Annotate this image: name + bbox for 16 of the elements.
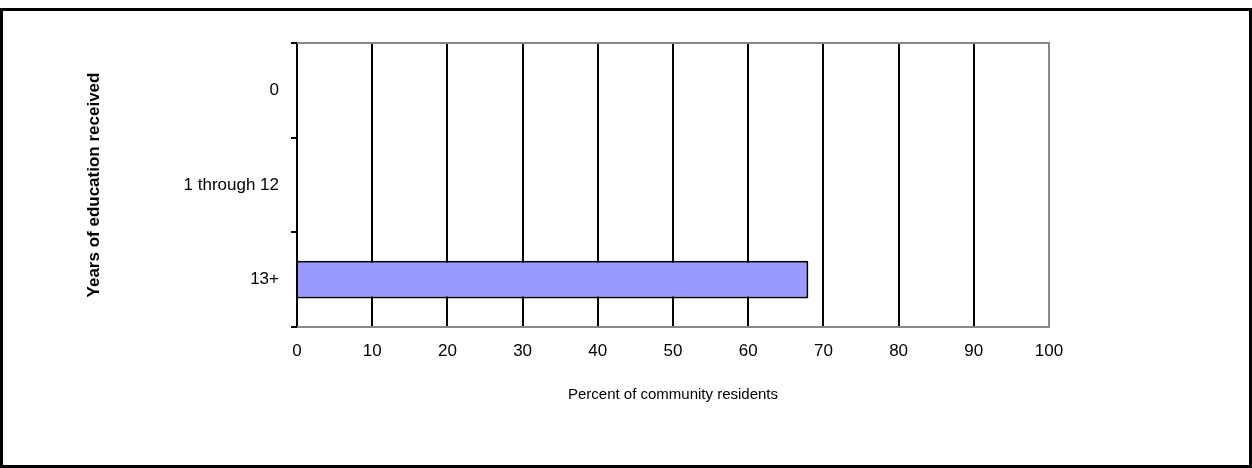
x-tick-label: 0 — [292, 340, 302, 360]
x-tick-label: 40 — [588, 340, 608, 360]
y-tick-label: 1 through 12 — [183, 174, 279, 194]
x-axis-title: Percent of community residents — [567, 385, 779, 403]
x-tick-label: 30 — [513, 340, 533, 360]
y-tick-label: 13+ — [250, 269, 280, 289]
x-tick-label: 90 — [964, 340, 984, 360]
x-tick-label: 70 — [813, 340, 833, 360]
x-tick-label: 50 — [663, 340, 683, 360]
x-tick-label: 80 — [889, 340, 909, 360]
x-tick-label: 100 — [1034, 340, 1064, 360]
x-tick-label: 10 — [362, 340, 382, 360]
x-tick-label: 60 — [738, 340, 758, 360]
y-tick-label: 0 — [269, 80, 279, 100]
y-axis-title: Years of education received — [83, 72, 103, 298]
x-tick-label: 20 — [437, 340, 457, 360]
